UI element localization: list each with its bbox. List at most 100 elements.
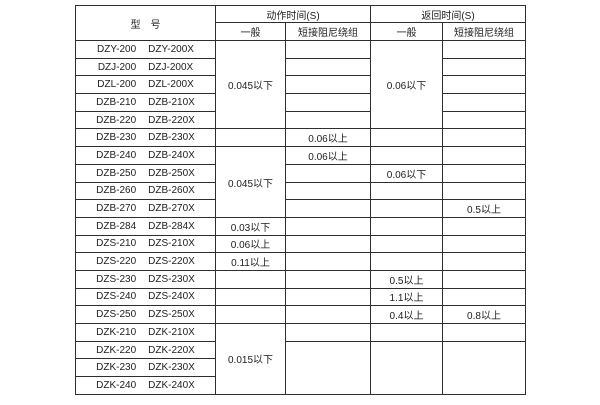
action-damping-cell bbox=[285, 252, 371, 271]
model-cell: DZB-210 DZB-210X bbox=[75, 93, 216, 112]
header-return-general: 一般 bbox=[370, 22, 443, 41]
header-action-general: 一般 bbox=[215, 22, 286, 41]
table-row: DZB-220 DZB-220X bbox=[75, 110, 526, 130]
model-name-x: DZB-230X bbox=[148, 132, 195, 144]
header-action-time: 动作时间(S) bbox=[215, 5, 371, 23]
model-cell: DZB-260 DZB-260X bbox=[75, 181, 216, 201]
model-name-x: DZJ-200X bbox=[148, 61, 194, 73]
table-row: DZB-210 DZB-210X bbox=[75, 93, 526, 112]
model-cell: DZB-270 DZB-270X bbox=[75, 199, 216, 218]
return-damping-cell bbox=[442, 40, 526, 59]
return-damping-cell: 0.8以上 bbox=[442, 305, 526, 324]
action-damping-cell bbox=[285, 163, 371, 183]
model-name: DZJ-200 bbox=[97, 61, 137, 73]
model-cell: DZS-240 DZS-240X bbox=[75, 287, 216, 307]
model-name-x: DZB-260X bbox=[148, 185, 195, 197]
model-name-x: DZL-200X bbox=[148, 79, 194, 91]
table-row: DZB-284 DZB-284X 0.03以下 bbox=[75, 216, 526, 236]
model-name: DZS-210 bbox=[96, 238, 137, 250]
model-cell: DZY-200 DZY-200X bbox=[75, 40, 216, 59]
model-name: DZB-210 bbox=[96, 96, 137, 108]
return-general-cell bbox=[370, 181, 443, 201]
table-row: DZB-240 DZB-240X 0.045以下 0.06以上 bbox=[75, 146, 526, 218]
model-name: DZS-230 bbox=[96, 273, 137, 285]
model-name-x: DZB-270X bbox=[148, 203, 195, 215]
model-name: DZY-200 bbox=[97, 43, 137, 55]
table-row: DZJ-200 DZJ-200X bbox=[75, 57, 526, 77]
model-cell: DZK-230 DZK-230X bbox=[75, 358, 216, 378]
return-general-cell bbox=[370, 199, 443, 218]
return-damping-cell bbox=[442, 269, 526, 289]
model-name: DZK-240 bbox=[96, 379, 137, 391]
return-damping-cell bbox=[442, 57, 526, 77]
table-row: DZK-210 DZK-210X 0.015以下 bbox=[75, 323, 526, 395]
model-cell: DZS-230 DZS-230X bbox=[75, 269, 216, 289]
action-damping-cell bbox=[285, 75, 371, 95]
model-name-x: DZB-220X bbox=[148, 114, 195, 126]
action-general-cell bbox=[215, 287, 286, 307]
model-name: DZS-250 bbox=[96, 309, 137, 321]
return-general-cell bbox=[370, 340, 443, 395]
table-row: DZY-200 DZY-200X 0.045以下 0.06以下 bbox=[75, 39, 526, 130]
model-cell: DZS-210 DZS-210X bbox=[75, 234, 216, 254]
action-general-cell: 0.045以下 bbox=[215, 146, 286, 218]
return-general-cell bbox=[370, 252, 443, 271]
action-general-cell: 0.06以上 bbox=[215, 234, 286, 254]
return-damping-cell: 0.5以上 bbox=[442, 199, 526, 218]
return-damping-cell bbox=[442, 234, 526, 254]
return-damping-cell bbox=[442, 93, 526, 112]
return-damping-cell bbox=[442, 181, 526, 201]
model-name: DZB-270 bbox=[96, 203, 137, 215]
return-general-cell: 0.06以下 bbox=[370, 163, 443, 183]
action-general-cell bbox=[215, 305, 286, 324]
return-damping-cell bbox=[442, 128, 526, 148]
model-name: DZS-220 bbox=[96, 256, 137, 268]
table-row: DZK-240 DZK-240X bbox=[75, 376, 526, 395]
model-name: DZB-284 bbox=[96, 220, 137, 232]
action-general-cell bbox=[215, 269, 286, 289]
model-name: DZK-230 bbox=[96, 362, 137, 374]
table-row: DZL-200 DZL-200X bbox=[75, 75, 526, 95]
return-general-cell bbox=[370, 216, 443, 236]
action-general-cell: 0.015以下 bbox=[215, 323, 286, 395]
action-damping-cell: 0.06以上 bbox=[285, 128, 371, 148]
model-name: DZB-260 bbox=[96, 185, 137, 197]
table-row: DZS-250 DZS-250X 0.4以上 0.8以上 bbox=[75, 305, 526, 324]
model-name: DZB-250 bbox=[96, 167, 137, 179]
action-damping-cell bbox=[285, 287, 371, 307]
return-damping-cell bbox=[442, 110, 526, 130]
header-return-damping: 短接阻尼绕组 bbox=[442, 22, 526, 41]
relay-spec-table: 型 号 动作时间(S) 返回时间(S) 一般 短接阻尼绕组 一般 短接阻尼绕组 … bbox=[75, 5, 526, 395]
model-name-x: DZS-230X bbox=[148, 273, 195, 285]
table-row: DZS-220 DZS-220X 0.11以上 bbox=[75, 252, 526, 271]
model-name-x: DZS-210X bbox=[148, 238, 195, 250]
model-name: DZL-200 bbox=[97, 79, 137, 91]
header-model: 型 号 bbox=[75, 5, 216, 41]
return-damping-cell bbox=[442, 287, 526, 307]
action-damping-cell bbox=[285, 199, 371, 218]
model-cell: DZK-210 DZK-210X bbox=[75, 323, 216, 342]
header-return-time: 返回时间(S) bbox=[370, 5, 526, 23]
table-row: DZS-240 DZS-240X 1.1以上 bbox=[75, 287, 526, 307]
model-cell: DZJ-200 DZJ-200X bbox=[75, 57, 216, 77]
model-name-x: DZY-200X bbox=[148, 43, 194, 55]
action-damping-cell bbox=[285, 340, 371, 395]
model-cell: DZB-230 DZB-230X bbox=[75, 128, 216, 148]
model-name: DZK-210 bbox=[96, 326, 137, 338]
return-damping-cell bbox=[442, 252, 526, 271]
action-damping-cell bbox=[285, 234, 371, 254]
action-damping-cell bbox=[285, 216, 371, 236]
return-damping-cell bbox=[442, 75, 526, 95]
table-row: DZB-260 DZB-260X bbox=[75, 181, 526, 201]
return-general-cell bbox=[370, 234, 443, 254]
action-damping-cell bbox=[285, 323, 371, 342]
action-damping-cell bbox=[285, 110, 371, 130]
return-damping-cell bbox=[442, 146, 526, 165]
model-cell: DZB-284 DZB-284X bbox=[75, 216, 216, 236]
model-name-x: DZK-230X bbox=[148, 362, 195, 374]
table-row: DZS-210 DZS-210X 0.06以上 bbox=[75, 234, 526, 254]
model-name-x: DZB-284X bbox=[148, 220, 195, 232]
return-damping-cell bbox=[442, 163, 526, 183]
model-name-x: DZS-220X bbox=[148, 256, 195, 268]
model-name-x: DZK-240X bbox=[148, 379, 195, 391]
